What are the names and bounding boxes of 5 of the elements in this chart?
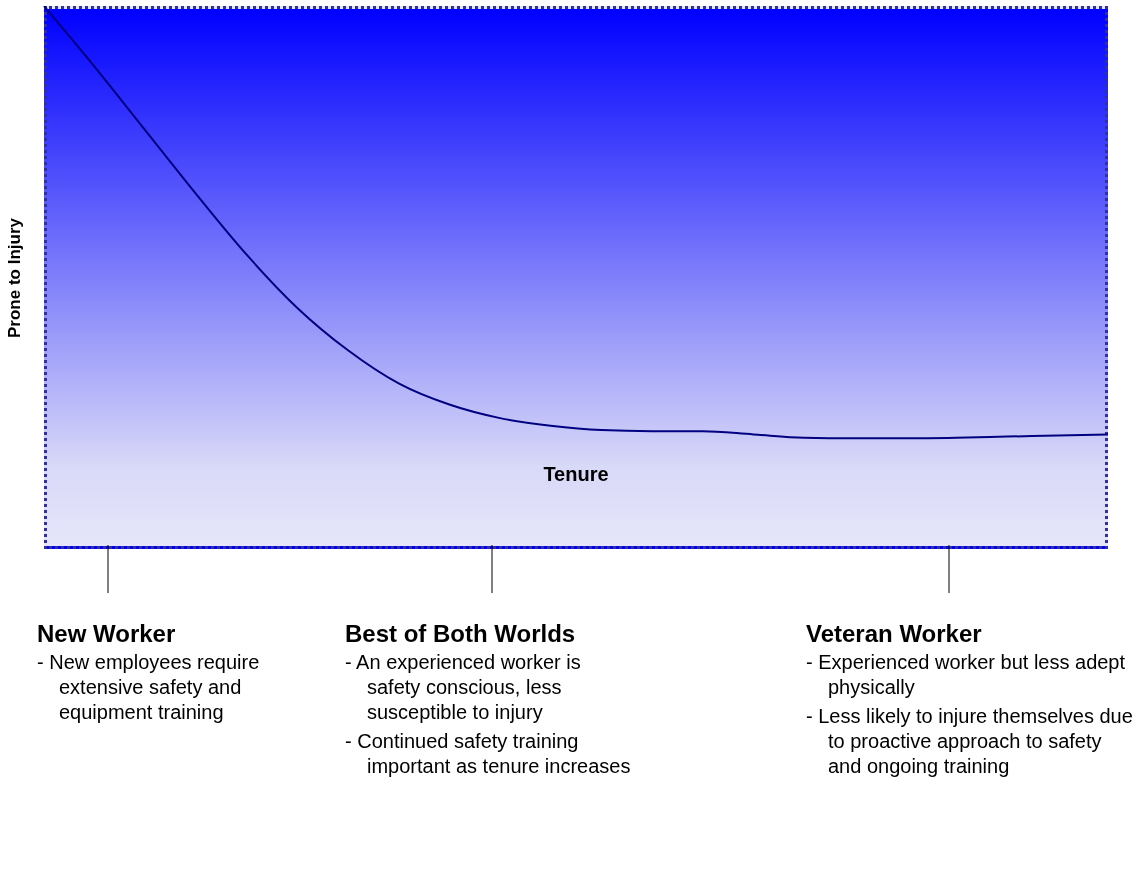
- text: New Worker - New employees require extensive safety and equipment training: [37, 620, 261, 725]
- y-axis-title: Prone to Injury: [5, 216, 25, 340]
- text: Best of Both Worlds - An experienced worker is safety conscious, less susceptible to injury - Continued safety training important as tenure increases: [345, 620, 632, 779]
- text: Veteran Worker - Experienced worker but less adept physically - Less likely to injure themselves due to proactive approach to safety and ongoing training: [806, 620, 1134, 779]
- x-axis-title: Tenure: [542, 463, 610, 486]
